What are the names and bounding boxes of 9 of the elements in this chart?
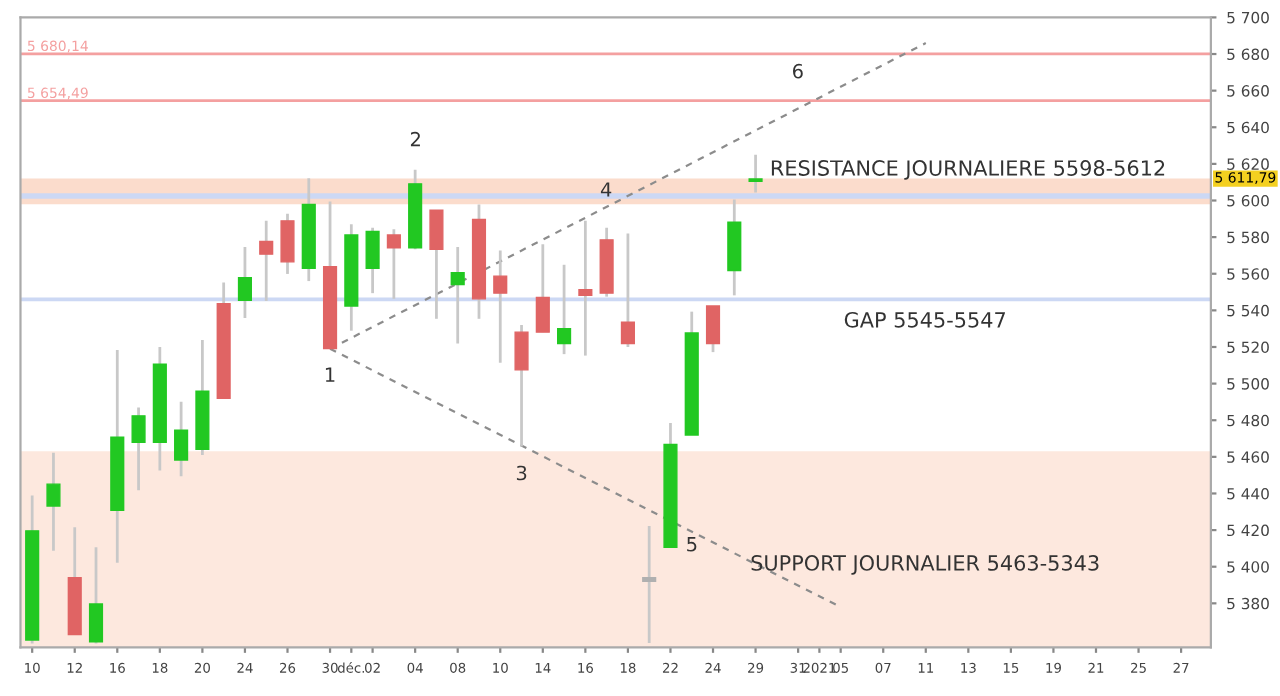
annotation: GAP 5545-5547 [844, 311, 1005, 328]
annotation: 4 [600, 182, 612, 197]
annotation: 2 [410, 131, 420, 147]
annotation: 1 [325, 367, 335, 382]
annotation: 5 [687, 537, 697, 552]
annotation: 6 [792, 63, 803, 79]
annotation: RESISTANCE JOURNALIERE 5598-5612 [771, 160, 1165, 180]
annotation: 3 [516, 465, 527, 481]
annotation: SUPPORT JOURNALIER 5463-5343 [751, 555, 1099, 575]
